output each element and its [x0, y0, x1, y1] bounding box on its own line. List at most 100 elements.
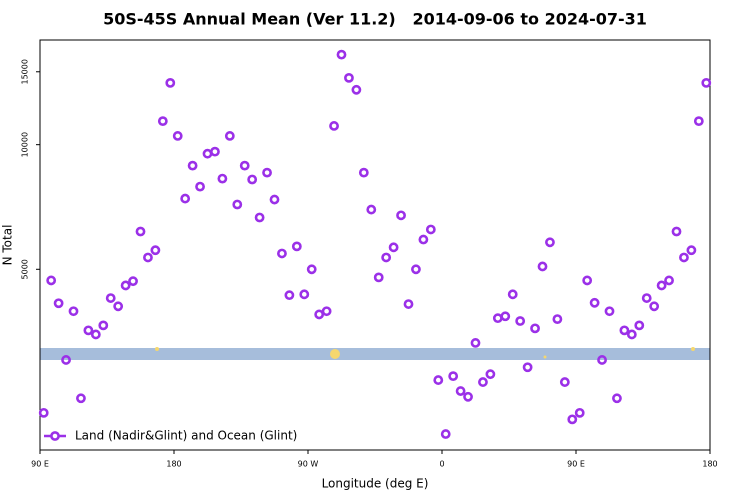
- point: [68, 306, 79, 317]
- point: [254, 212, 265, 223]
- point: [388, 242, 399, 253]
- point: [76, 393, 86, 404]
- point: [403, 299, 414, 309]
- point: [210, 146, 220, 157]
- point: [157, 116, 168, 127]
- point: [679, 252, 689, 263]
- point: [306, 264, 317, 275]
- point: [671, 226, 682, 237]
- point: [262, 167, 272, 178]
- point: [567, 414, 578, 425]
- point: [500, 311, 511, 322]
- point: [105, 293, 116, 303]
- point: [545, 237, 555, 248]
- point: [396, 210, 406, 221]
- point: [269, 194, 280, 205]
- point: [314, 309, 325, 320]
- point: [150, 245, 161, 256]
- y-tick-label: 5000: [21, 259, 30, 279]
- point: [664, 275, 674, 286]
- point: [574, 407, 585, 418]
- point: [686, 245, 697, 256]
- land-band: [40, 348, 710, 360]
- point: [448, 371, 459, 382]
- point: [649, 301, 660, 312]
- point: [522, 362, 533, 373]
- point: [90, 329, 101, 340]
- point: [277, 248, 287, 259]
- point: [485, 369, 496, 380]
- point: [641, 293, 652, 303]
- legend-label: Land (Nadir&Glint) and Ocean (Glint): [75, 429, 297, 443]
- point: [381, 252, 392, 263]
- point: [351, 84, 362, 95]
- point: [195, 181, 205, 192]
- point: [299, 289, 310, 300]
- point: [455, 386, 466, 396]
- point: [433, 375, 444, 385]
- point: [604, 306, 615, 317]
- point: [470, 338, 481, 348]
- x-tick-label: 90 W: [298, 460, 319, 469]
- point: [530, 323, 540, 334]
- point: [344, 72, 354, 83]
- point: [165, 78, 176, 88]
- point: [612, 393, 622, 404]
- y-tick-label: 10000: [21, 132, 30, 157]
- band-dot: [691, 347, 695, 351]
- point: [321, 306, 332, 317]
- x-tick-label: 180: [166, 460, 181, 469]
- point: [701, 78, 712, 88]
- point: [143, 252, 153, 263]
- point: [172, 131, 183, 141]
- point: [135, 226, 146, 237]
- point: [239, 160, 250, 171]
- x-tick-label: 90 E: [31, 460, 49, 469]
- point: [619, 325, 630, 336]
- point: [656, 280, 667, 291]
- x-tick-label: 90 E: [567, 460, 585, 469]
- point: [61, 355, 71, 365]
- point: [98, 320, 109, 331]
- point: [693, 116, 704, 127]
- point: [463, 391, 473, 402]
- point: [552, 314, 563, 325]
- chart-title: 50S-45S Annual Mean (Ver 11.2) 2014-09-0…: [103, 10, 647, 29]
- point: [180, 193, 191, 204]
- point: [582, 275, 593, 286]
- legend-marker: [50, 431, 60, 441]
- point: [291, 241, 302, 252]
- point: [597, 355, 607, 365]
- y-axis-label: N Total: [1, 225, 15, 266]
- point: [336, 49, 347, 60]
- point: [224, 131, 235, 141]
- point: [507, 289, 518, 300]
- point: [366, 204, 377, 215]
- point: [187, 160, 198, 171]
- point: [113, 301, 124, 312]
- point: [559, 377, 570, 387]
- point: [284, 290, 295, 301]
- band-dot: [155, 347, 159, 351]
- point: [46, 275, 57, 286]
- y-tick-label: 15000: [21, 59, 30, 84]
- point: [537, 261, 548, 272]
- point: [358, 167, 369, 178]
- point: [425, 224, 436, 235]
- point: [53, 298, 64, 309]
- point: [634, 320, 645, 331]
- point: [411, 264, 421, 275]
- x-axis-label: Longitude (deg E): [322, 477, 429, 491]
- point: [38, 407, 49, 418]
- x-tick-label: 180: [702, 460, 717, 469]
- point: [626, 329, 637, 340]
- point: [247, 174, 258, 185]
- x-tick-label: 0: [439, 460, 444, 469]
- point: [440, 429, 451, 439]
- point: [217, 173, 228, 184]
- plot-frame: [39, 39, 711, 451]
- point: [478, 377, 488, 387]
- point: [232, 199, 243, 210]
